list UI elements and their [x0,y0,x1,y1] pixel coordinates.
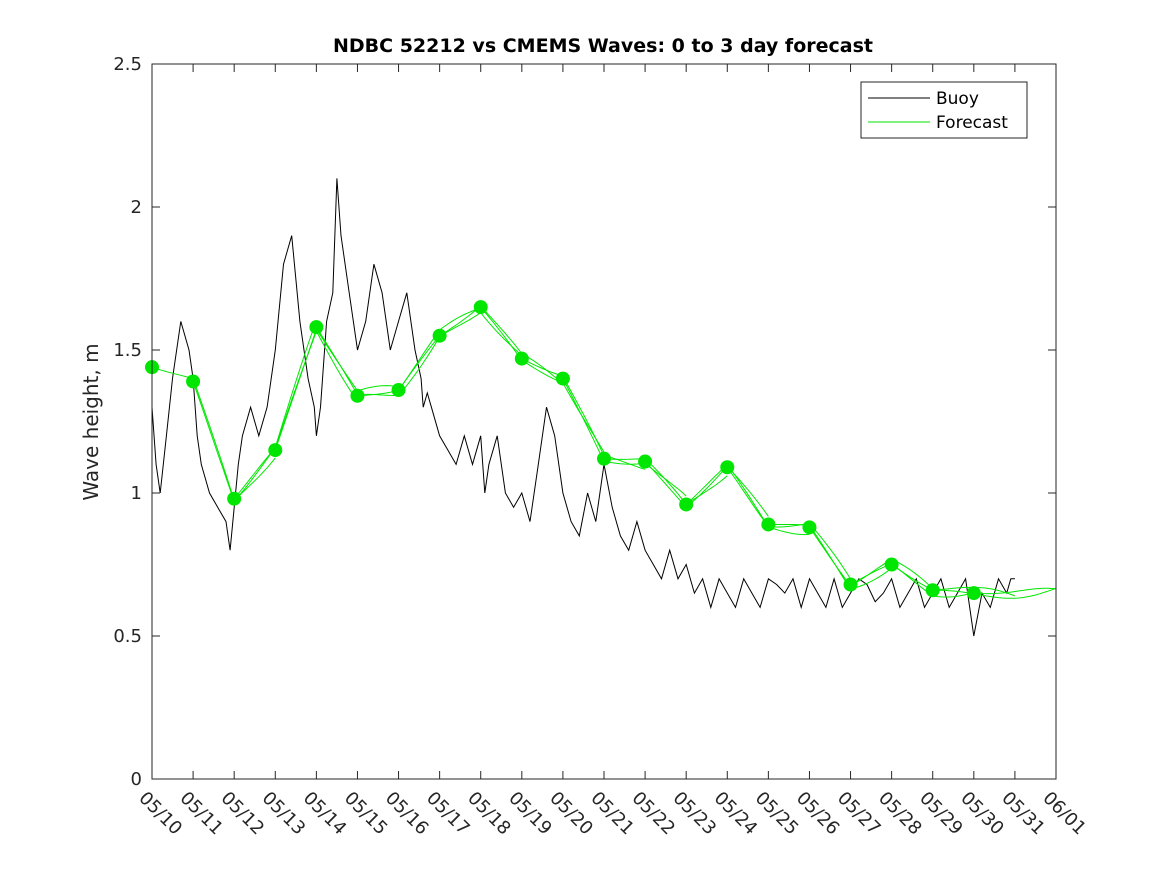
forecast-run-line [973,587,1057,595]
forecast-marker [761,517,776,532]
y-tick-label: 0 [131,769,142,790]
buoy-series-line [151,178,1015,637]
legend: Buoy Forecast [860,81,1028,139]
y-axis-ticks: 0 0.5 1 1.5 2 2.5 [113,54,1056,790]
forecast-run-line [439,305,564,384]
forecast-marker [473,300,488,315]
forecast-marker [514,351,529,366]
forecast-marker [638,454,653,469]
forecast-run-line [151,366,276,502]
y-tick-label: 2.5 [113,54,142,75]
y-tick-label: 0.5 [113,626,142,647]
y-tick-label: 1.5 [113,340,142,361]
forecast-marker [350,388,365,403]
forecast-marker [966,586,981,601]
forecast-marker [925,583,940,598]
y-axis-label: Wave height, m [79,343,103,500]
forecast-run-line [398,312,523,391]
forecast-marker [884,557,899,572]
forecast-run-line [603,458,728,505]
legend-forecast-label: Forecast [936,113,1008,133]
forecast-marker [309,320,324,335]
forecast-marker [679,497,694,512]
forecast-run-line [315,326,441,396]
forecast-run-line [192,320,317,503]
forecast-run-line [726,467,851,580]
forecast-run-line [233,329,358,500]
y-tick-label: 1 [131,483,142,504]
forecast-marker [268,443,283,458]
chart-title: NDBC 52212 vs CMEMS Waves: 0 to 3 day fo… [333,35,873,57]
forecast-marker [555,371,570,386]
forecast-run-line [357,307,481,397]
forecast-marker [391,383,406,398]
forecast-run-line [644,461,769,517]
forecast-marker [432,328,447,343]
forecast-marker [802,520,817,535]
forecast-run-line [685,463,810,536]
y-tick-label: 2 [131,197,142,218]
forecast-marker [186,374,201,389]
legend-box [860,81,1028,139]
forecast-marker [720,460,735,475]
legend-buoy-label: Buoy [936,89,979,109]
forecast-run-line [521,358,646,470]
forecast-run-line [850,563,974,598]
forecast-marker [843,577,858,592]
forecast-run-line [891,564,1016,597]
forecast-run-line [932,587,1057,599]
forecast-marker [597,451,611,466]
forecast-marker [227,491,242,506]
plot-area [145,178,1057,637]
